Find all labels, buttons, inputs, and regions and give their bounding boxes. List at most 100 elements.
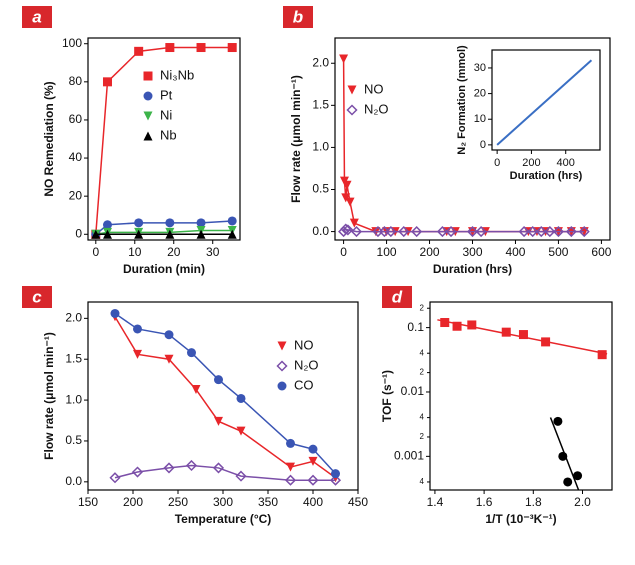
point (236, 393, 246, 403)
panel-letter: b (293, 7, 303, 26)
point (307, 474, 319, 486)
x-tick-label: 200 (522, 157, 540, 169)
y-tick-label: 0.0 (65, 474, 82, 488)
y-tick-label: 0.001 (394, 449, 424, 463)
x-tick-label: 250 (168, 495, 188, 509)
point (102, 77, 112, 87)
point (338, 226, 350, 238)
y-tick-label: 100 (62, 36, 82, 50)
point (345, 197, 355, 207)
y-tick-label: 0.5 (312, 182, 329, 196)
point (340, 223, 352, 235)
plot-frame (429, 301, 613, 491)
point (558, 451, 568, 461)
point (597, 350, 607, 360)
y-tick-label: 0 (75, 226, 82, 240)
point (544, 226, 556, 238)
x-tick-label: 200 (420, 245, 440, 259)
panel: 1.4 1.6 1.8 2.0 4 0.001 2 4 0.01 2 4 0.1 2 1/T (10⁻³K… (380, 286, 613, 526)
y-tick-label: 80 (69, 74, 83, 88)
legend-label: NO (294, 337, 314, 352)
panel-letter: a (32, 7, 41, 26)
panel-letter: c (32, 287, 42, 306)
y-tick-label: 60 (69, 112, 83, 126)
point (440, 318, 450, 328)
y-tick-label: 0.0 (312, 224, 329, 238)
x-tick-label: 2.0 (574, 495, 591, 509)
legend-label: Nb (160, 127, 177, 142)
point (349, 218, 359, 228)
point (466, 226, 479, 238)
legend-label: N₂O (364, 101, 389, 116)
y-tick-label: 4 (420, 348, 425, 357)
point (131, 466, 144, 478)
y-tick-label: 20 (474, 87, 486, 99)
x-axis-label: Temperature (°C) (175, 512, 272, 526)
point (214, 375, 223, 385)
point (501, 327, 511, 337)
point (308, 456, 318, 466)
point (342, 224, 354, 236)
point (227, 216, 237, 226)
x-tick-label: 20 (167, 245, 181, 259)
point (143, 131, 153, 141)
point (277, 341, 287, 351)
point (165, 218, 175, 228)
y-tick-label: 1.5 (65, 351, 82, 365)
point (342, 180, 352, 190)
x-tick-label: 200 (123, 495, 143, 509)
point (565, 226, 577, 238)
panel: 0 200 400 0 10 20 30 Duration (hrs) N₂ Formation… (456, 45, 601, 182)
y-tick-label: 2.0 (312, 55, 329, 69)
point (445, 226, 457, 238)
point (411, 226, 423, 238)
x-tick-label: 150 (78, 495, 98, 509)
point (187, 348, 196, 358)
x-tick-label: 350 (258, 495, 278, 509)
point (134, 46, 144, 56)
x-tick-label: 30 (206, 245, 220, 259)
panel-badge (22, 286, 52, 308)
legend-label: Ni₃Nb (160, 67, 194, 82)
point (164, 354, 174, 364)
x-tick-label: 100 (377, 245, 397, 259)
legend-label: NO (364, 81, 384, 96)
point (541, 337, 551, 347)
point (284, 474, 297, 486)
y-tick-label: 0.1 (407, 320, 424, 334)
y-tick-label: 40 (69, 150, 83, 164)
panel-badge (382, 286, 412, 308)
point (91, 229, 101, 239)
point (346, 104, 358, 116)
x-tick-label: 500 (548, 245, 568, 259)
trend-line (95, 46, 233, 235)
x-tick-label: 1.8 (525, 495, 542, 509)
y-tick-label: 1.5 (312, 98, 329, 112)
point (102, 220, 112, 230)
point (196, 43, 206, 53)
panel: 150 200 250 300 350 400 450 0.0 0.5 1.0 1.5 2.0 Temp… (22, 286, 368, 526)
point (573, 471, 583, 481)
point (110, 308, 120, 318)
y-tick-label: 2 (420, 432, 425, 441)
point (196, 229, 206, 239)
x-tick-label: 300 (462, 245, 482, 259)
point (518, 330, 528, 340)
x-tick-label: 600 (591, 245, 611, 259)
y-tick-label: 1.0 (312, 140, 329, 154)
y-tick-label: 2 (420, 303, 425, 312)
point (165, 43, 175, 53)
point (143, 91, 153, 101)
x-tick-label: 1.6 (476, 495, 493, 509)
legend-label: Ni (160, 107, 172, 122)
x-axis-label: 1/T (10⁻³K⁻¹) (485, 512, 556, 526)
x-tick-label: 400 (557, 157, 575, 169)
point (191, 384, 201, 394)
y-tick-label: 0.5 (65, 433, 82, 447)
point (165, 229, 175, 239)
point (276, 360, 288, 372)
point (185, 459, 198, 472)
point (331, 469, 340, 479)
y-tick-label: 30 (474, 62, 486, 74)
